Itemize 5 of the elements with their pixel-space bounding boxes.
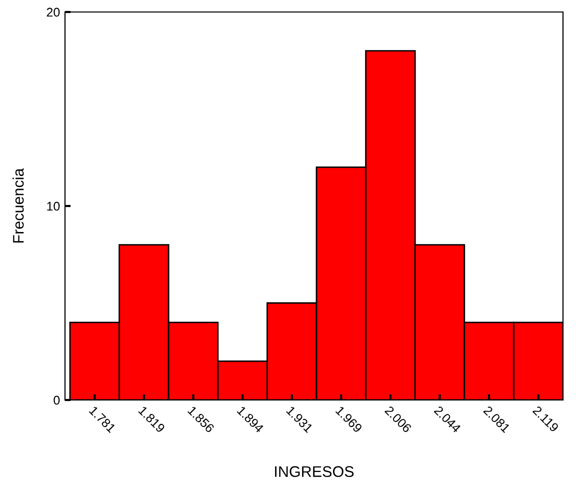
y-tick-label: 20 [46,8,60,17]
y-axis-title: Frecuencia [12,168,24,243]
y-tick-label: 10 [47,202,60,211]
y-tick-label: 0 [54,396,60,405]
x-axis-title: INGRESOS [275,466,354,477]
